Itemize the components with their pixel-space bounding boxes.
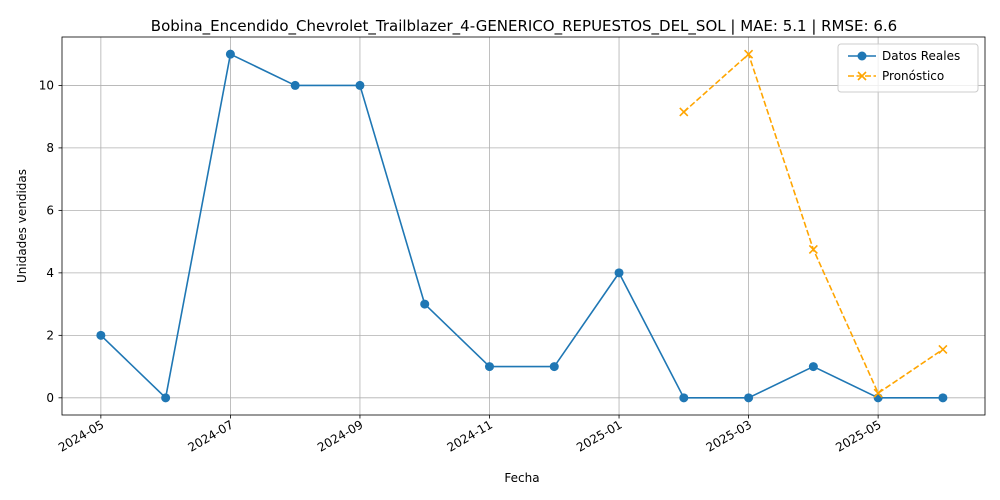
data-point (938, 393, 948, 403)
x-axis-label: Fecha (504, 471, 539, 485)
data-point (744, 49, 754, 59)
x-tick-label: 2024-07 (185, 417, 235, 454)
y-tick-label: 0 (46, 391, 54, 405)
y-axis-label: Unidades vendidas (15, 169, 29, 283)
series-1 (679, 49, 948, 398)
data-point (873, 393, 883, 403)
data-point (808, 362, 818, 372)
y-tick-label: 2 (46, 328, 54, 342)
x-tick-label: 2025-01 (574, 417, 624, 454)
data-point (96, 330, 106, 340)
y-tick-label: 4 (46, 266, 54, 280)
x-tick-label: 2025-03 (704, 417, 754, 454)
legend-marker (857, 71, 867, 81)
data-point (614, 268, 624, 278)
data-point (938, 344, 948, 354)
data-series (96, 49, 948, 403)
y-tick-label: 6 (46, 203, 54, 217)
series-line (683, 53, 944, 394)
data-point (225, 49, 235, 59)
y-tick-label: 10 (39, 78, 54, 92)
series-line (100, 53, 943, 399)
grid (62, 37, 985, 415)
x-tick-label: 2025-05 (833, 417, 883, 454)
data-point (808, 244, 818, 254)
data-point (420, 299, 430, 309)
data-point (744, 393, 754, 403)
data-point (679, 393, 689, 403)
series-0 (96, 49, 948, 403)
legend-label: Pronóstico (882, 69, 944, 83)
legend-marker (857, 51, 867, 61)
data-point (484, 362, 494, 372)
y-tick-label: 8 (46, 141, 54, 155)
legend: Datos Reales Pronóstico (837, 43, 979, 93)
data-point (161, 393, 171, 403)
data-point (679, 107, 689, 117)
data-point (549, 362, 559, 372)
data-point (873, 388, 883, 398)
legend-label: Datos Reales (882, 49, 960, 63)
plot-area-frame (61, 36, 986, 416)
x-tick-label: 2024-09 (315, 417, 365, 454)
chart-title: Bobina_Encendido_Chevrolet_Trailblazer_4… (151, 17, 897, 36)
x-tick-label: 2024-05 (56, 417, 106, 454)
data-point (355, 80, 365, 90)
x-tick-label: 2024-11 (445, 417, 495, 454)
data-point (290, 80, 300, 90)
